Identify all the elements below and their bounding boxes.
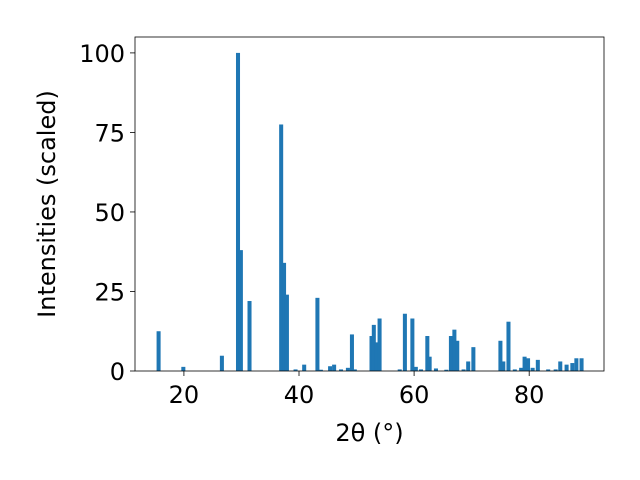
bar (418, 369, 424, 371)
x-tick-label: 60 (399, 381, 430, 409)
bar (579, 358, 584, 371)
bar (377, 318, 382, 371)
bar (235, 52, 241, 372)
bar (219, 355, 224, 371)
y-tick-label: 25 (94, 278, 125, 306)
x-tick-label: 20 (169, 381, 200, 409)
bar (530, 367, 535, 371)
bar (371, 324, 376, 371)
bar (501, 361, 506, 371)
bar (293, 369, 298, 371)
bar (402, 313, 407, 371)
x-tick-label: 40 (284, 381, 315, 409)
bar (284, 294, 289, 371)
bar (546, 369, 551, 371)
bar (574, 358, 579, 371)
y-tick-label: 0 (110, 358, 125, 386)
bar (427, 356, 432, 371)
bars-group (156, 52, 584, 372)
bar (345, 367, 350, 371)
bar (506, 321, 511, 371)
bar (425, 336, 430, 371)
bar (461, 369, 466, 371)
bar (247, 301, 252, 371)
bar (558, 361, 563, 371)
bar (526, 358, 531, 371)
bar (181, 366, 186, 371)
bar (512, 369, 517, 371)
bar (302, 364, 307, 371)
plot-frame (134, 36, 605, 372)
bar (397, 369, 402, 371)
y-tick-label: 75 (94, 119, 125, 147)
x-axis: 20 40 60 80 (169, 371, 545, 409)
bar (564, 364, 569, 371)
bar (433, 368, 438, 371)
bar (522, 356, 527, 371)
bar (156, 331, 161, 371)
bar (448, 336, 453, 371)
y-tick-label: 100 (79, 40, 125, 68)
bar (328, 366, 333, 371)
bar (413, 366, 418, 371)
bar (471, 347, 476, 371)
x-axis-label: 2θ (°) (335, 419, 403, 447)
bar (282, 262, 287, 371)
x-tick-label: 80 (514, 381, 545, 409)
bar (318, 369, 323, 371)
bar (332, 364, 337, 371)
bar (339, 369, 344, 371)
bar (238, 250, 243, 371)
bar (444, 369, 449, 371)
bar (452, 329, 457, 371)
bar (369, 336, 374, 371)
bar (519, 367, 524, 371)
bar (352, 369, 357, 371)
bar (374, 342, 379, 371)
bar (535, 359, 540, 371)
bar (279, 124, 284, 371)
y-axis-label: Intensities (scaled) (33, 90, 61, 318)
bar (455, 340, 460, 371)
y-tick-label: 50 (94, 199, 125, 227)
bar (315, 297, 320, 371)
y-axis: 0 25 50 75 100 (79, 40, 135, 386)
bar (498, 340, 503, 371)
bar (466, 361, 471, 371)
bar (349, 334, 354, 371)
bar (570, 363, 575, 371)
bar (553, 369, 558, 371)
bar (410, 318, 415, 371)
